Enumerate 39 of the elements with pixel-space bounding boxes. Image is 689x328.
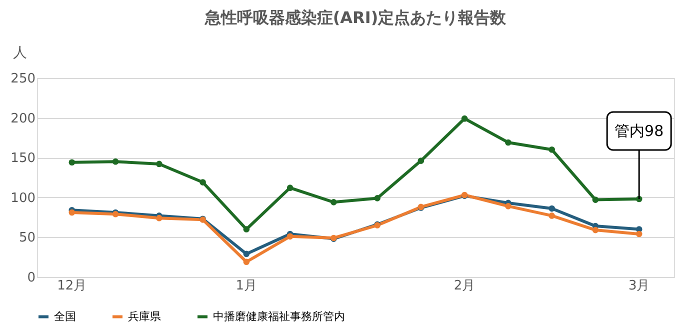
point (548, 212, 555, 219)
y-tick-label: 100 (10, 190, 36, 206)
point (461, 115, 468, 122)
y-tick-label: 200 (10, 111, 36, 126)
x-tick-label: 2月 (454, 278, 476, 294)
point (243, 250, 250, 258)
point (156, 160, 162, 168)
point (112, 158, 119, 165)
point (156, 214, 162, 222)
point (418, 158, 424, 164)
x-tick-label: 3月 (628, 278, 650, 294)
point (243, 226, 250, 232)
point (374, 195, 380, 202)
point (592, 196, 599, 203)
legend-label: 全国 (54, 310, 76, 323)
point (200, 179, 206, 186)
x-tick-label: 1月 (236, 278, 258, 294)
annotation: 管内98 (614, 122, 664, 140)
point (592, 226, 599, 234)
y-tick-label: 250 (10, 72, 36, 86)
legend-label: 中播磨健康福祉事務所管内 (213, 310, 345, 323)
legend-label: 兵庫県 (128, 310, 161, 323)
point (286, 233, 294, 240)
point (243, 258, 250, 266)
point (636, 230, 642, 238)
point (505, 139, 512, 146)
y-tick-label: 50 (18, 230, 36, 246)
chart-title: 急性呼吸器感染症(ARI)定点あたり報告数 (204, 8, 508, 27)
point (68, 159, 76, 166)
point (286, 184, 294, 192)
y-tick-label: 150 (10, 151, 36, 166)
y-tick-label: 0 (27, 270, 36, 286)
x-tick-label: 12月 (57, 278, 87, 294)
point (505, 203, 512, 210)
point (68, 209, 76, 216)
point (330, 199, 337, 206)
point (548, 205, 555, 212)
y-axis-title: 人 (13, 45, 27, 61)
point (548, 146, 555, 153)
